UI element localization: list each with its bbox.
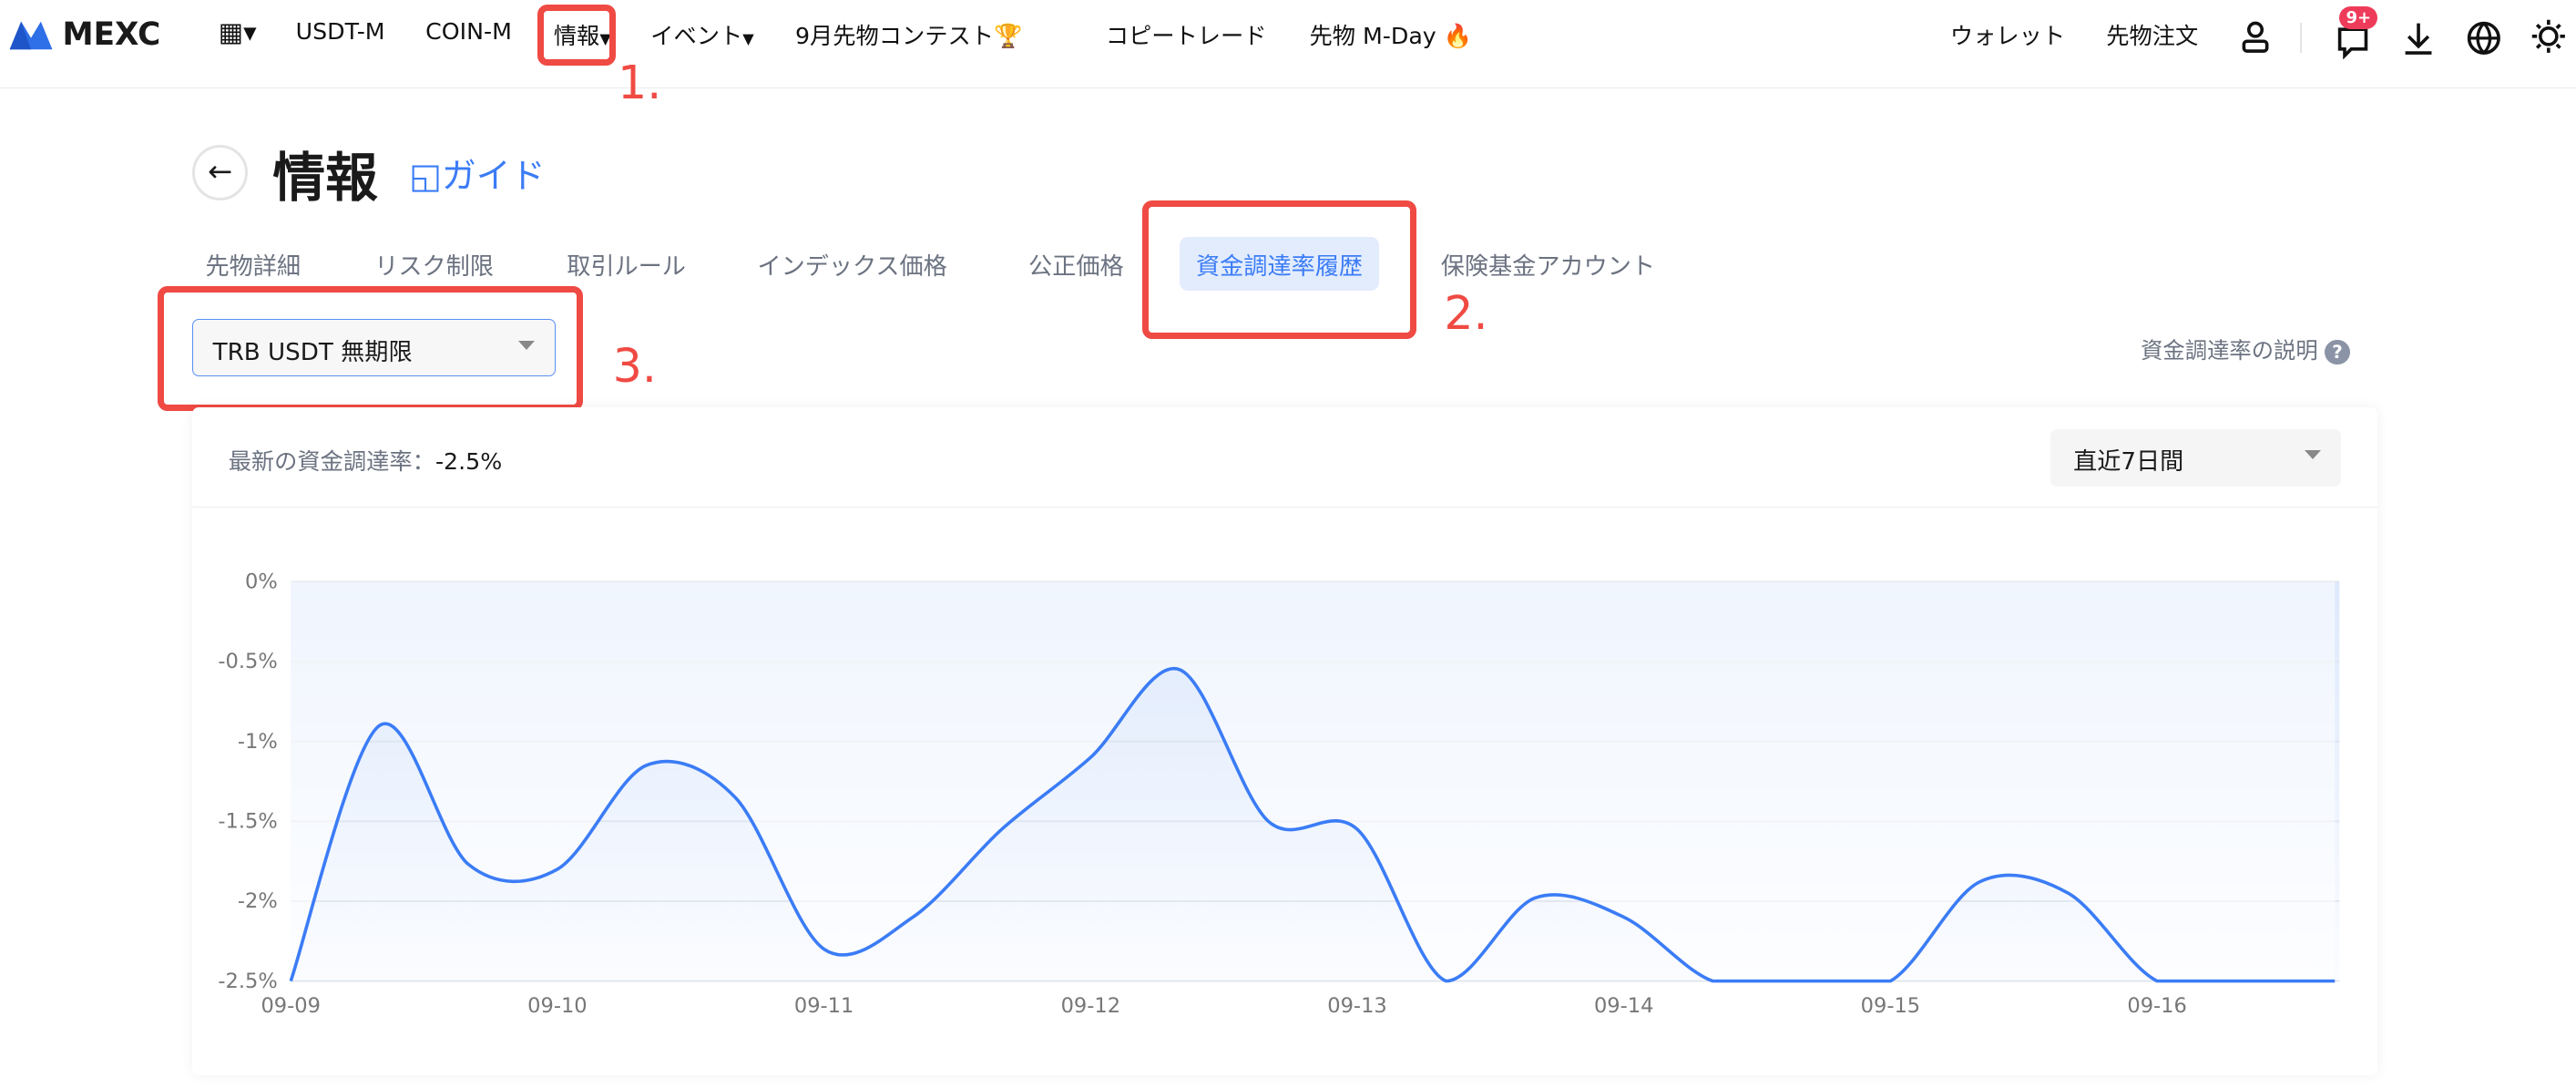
tab-insurance-fund[interactable]: 保険基金アカウント — [1440, 252, 1656, 281]
nav-info[interactable]: 情報▼ — [554, 18, 611, 51]
theme-sun-icon[interactable] — [2530, 18, 2567, 55]
y-tick-label: -2% — [238, 889, 278, 913]
annotation-box-2 — [1141, 200, 1416, 339]
annotation-box-1 — [537, 5, 617, 67]
contract-select-value: TRB USDT 無期限 — [212, 339, 413, 367]
message-icon[interactable] — [2336, 23, 2373, 59]
tab-trading-rules[interactable]: 取引ルール — [567, 252, 686, 281]
back-button[interactable]: ← — [192, 144, 249, 201]
latest-funding-rate: 最新の資金調達率：-2.5% — [229, 444, 503, 477]
annotation-label-2: 2. — [1444, 285, 1488, 340]
y-tick-label: -0.5% — [218, 650, 277, 673]
tab-fair-price[interactable]: 公正価格 — [1028, 252, 1124, 281]
nav-contest[interactable]: 9月先物コンテスト🏆 — [795, 18, 1023, 51]
nav-wallet[interactable]: ウォレット — [1949, 22, 2066, 49]
guide-label: ガイド — [441, 156, 546, 197]
apps-menu-icon[interactable]: ▦▾ — [218, 16, 257, 48]
nav-events[interactable]: イベント▼ — [650, 18, 753, 51]
nav-m-day-label: 先物 M-Day — [1309, 22, 1436, 49]
mexc-logo[interactable]: MEXC — [6, 16, 160, 53]
latest-label: 最新の資金調達率： — [228, 447, 435, 475]
explain-label: 資金調達率の説明 — [2141, 337, 2318, 364]
funding-rate-series-line — [289, 667, 2336, 983]
contract-select[interactable]: TRB USDT 無期限 — [192, 318, 556, 377]
latest-value: -2.5% — [434, 447, 503, 475]
annotation-box-3 — [158, 285, 584, 411]
logo-text: MEXC — [62, 16, 161, 54]
annotation-label-3: 3. — [612, 338, 657, 393]
page-title: 情報 — [272, 146, 378, 209]
fire-icon: 🔥 — [1443, 22, 1473, 49]
nav-copy-trade[interactable]: コピートレード — [1105, 22, 1267, 49]
nav-info-label: 情報 — [553, 22, 600, 49]
x-tick-label: 09-16 — [2127, 994, 2186, 1018]
top-nav: MEXC ▦▾ USDT-M COIN-M 情報▼ イベント▼ 9月先物コンテス… — [0, 0, 2576, 89]
chevron-down-icon: ▼ — [599, 29, 611, 47]
x-tick-label: 09-12 — [1061, 994, 1120, 1018]
nav-usdt-m[interactable]: USDT-M — [295, 17, 385, 45]
x-tick-label: 09-09 — [261, 994, 320, 1018]
y-tick-label: 0% — [245, 570, 278, 594]
caret-down-icon — [2305, 450, 2322, 459]
caret-down-icon — [517, 341, 535, 350]
nav-m-day[interactable]: 先物 M-Day 🔥 — [1309, 18, 1472, 51]
chevron-down-icon: ▼ — [742, 29, 754, 47]
tab-futures-details[interactable]: 先物詳細 — [205, 252, 302, 281]
x-tick-label: 09-13 — [1327, 994, 1386, 1018]
funding-rate-explanation-link[interactable]: 資金調達率の説明 ? — [2141, 334, 2350, 365]
nav-contest-label: 9月先物コンテスト — [794, 22, 995, 49]
chart-below-line-fill — [291, 581, 2336, 981]
tab-risk-limits[interactable]: リスク制限 — [374, 252, 494, 281]
time-range-select[interactable]: 直近7日間 — [2050, 428, 2342, 487]
funding-rate-chart: 0% -0.5% -1% -1.5% -2% -2.5%09-09 09-10 09-11 09… — [218, 570, 2340, 1018]
user-icon[interactable] — [2239, 18, 2272, 55]
y-tick-label: -1.5% — [218, 810, 277, 834]
x-tick-label: 09-11 — [794, 994, 854, 1018]
y-tick-label: -1% — [238, 730, 278, 754]
guide-link[interactable]: ◱ガイド — [409, 148, 545, 198]
x-tick-label: 09-15 — [1861, 994, 1920, 1018]
nav-events-label: イベント — [650, 22, 743, 49]
x-tick-label: 09-14 — [1594, 994, 1653, 1018]
tab-funding-rate-history[interactable]: 資金調達率履歴 — [1179, 236, 1380, 292]
help-icon: ? — [2325, 340, 2350, 365]
download-icon[interactable] — [2402, 20, 2435, 56]
y-tick-label: -2.5% — [218, 970, 277, 993]
globe-icon[interactable] — [2466, 20, 2502, 56]
divider — [2300, 23, 2302, 53]
annotation-label-1: 1. — [618, 56, 662, 110]
tab-index-price[interactable]: インデックス価格 — [757, 252, 947, 281]
nav-futures-orders[interactable]: 先物注文 — [2106, 22, 2199, 49]
notification-badge: 9+ — [2339, 6, 2378, 29]
nav-coin-m[interactable]: COIN-M — [425, 17, 512, 45]
x-tick-label: 09-10 — [527, 994, 587, 1018]
time-range-value: 直近7日間 — [2073, 448, 2184, 477]
guide-icon: ◱ — [409, 156, 442, 197]
trophy-icon: 🏆 — [994, 22, 1023, 49]
mexc-logo-icon — [9, 21, 53, 50]
